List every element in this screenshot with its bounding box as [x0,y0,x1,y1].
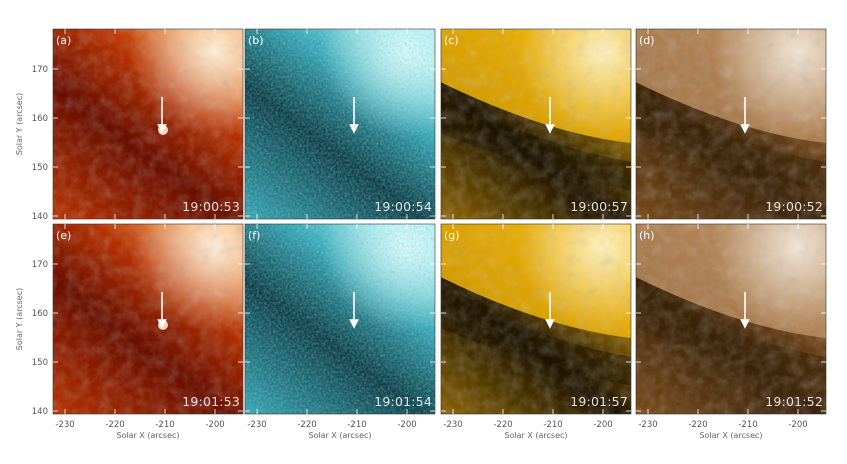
panel-label: (c) [444,34,459,47]
texture-noise [53,224,243,414]
panel-label: (e) [56,229,71,242]
x-axis-title: Solar X (arcsec) [504,431,567,440]
x-tick-label: -230 [55,420,74,430]
panel-f: (f) 19:01:54 [244,223,436,415]
x-axis-title: Solar X (arcsec) [308,431,371,440]
texture-noise [441,29,631,219]
x-tick-label: -200 [593,420,612,430]
panel-frame [635,28,827,220]
panel-b: (b) 19:00:54 [244,28,436,220]
panel-timestamp: 19:00:52 [765,199,823,214]
panel-label: (d) [639,34,655,47]
x-tick-label: -230 [638,420,657,430]
x-tick-label: -220 [688,420,707,430]
panel-ticks [53,29,243,219]
y-tick-label: 160 [32,309,48,319]
panel-g: (g) 19:01:57 [440,223,632,415]
y-tick-label: 170 [32,65,48,75]
x-tick-label: -200 [788,420,807,430]
panel-label: (f) [248,229,260,242]
brightening-kernel [158,320,168,330]
x-tick-label: -220 [297,420,316,430]
panel-frame [52,28,244,220]
panel-ticks [53,224,243,414]
x-tick-label: -200 [397,420,416,430]
panel-frame [244,28,436,220]
panel-h: (h) 19:01:52 [635,223,827,415]
panel-timestamp: 19:00:57 [570,199,628,214]
panel-timestamp: 19:01:52 [765,394,823,409]
panel-ticks [441,29,631,219]
x-tick-label: -220 [493,420,512,430]
panel-ticks [441,224,631,414]
brightening-kernel [158,125,168,135]
panel-timestamp: 19:01:54 [374,394,432,409]
panel-ticks [636,224,826,414]
panel-a: (a) 19:00:53 [52,28,244,220]
y-tick-label: 140 [32,212,48,222]
x-tick-label: -210 [155,420,174,430]
y-tick-label: 160 [32,114,48,124]
panel-ticks [245,29,435,219]
panel-frame [635,223,827,415]
texture-noise [636,224,826,414]
y-tick-label: 150 [32,163,48,173]
y-tick-label: 140 [32,407,48,417]
axes: -230 -220 -210 -200 Solar X (arcsec) -230 -220… [15,65,808,440]
texture-noise [245,29,435,219]
panel-c: (c) 19:00:57 [440,28,632,220]
x-tick-label: -230 [443,420,462,430]
texture-noise [53,29,243,219]
panel-d: (d) 19:00:52 [635,28,827,220]
panel-frame [440,28,632,220]
y-axis-title: Solar Y (arcsec) [15,93,24,156]
panel-timestamp: 19:00:54 [374,199,432,214]
panel-label: (g) [444,229,460,242]
texture-noise [245,224,435,414]
x-tick-label: -200 [205,420,224,430]
panel-timestamp: 19:01:53 [182,394,240,409]
texture-noise [636,29,826,219]
panel-label: (a) [56,34,71,47]
x-axis-title: Solar X (arcsec) [116,431,179,440]
y-tick-label: 150 [32,358,48,368]
x-tick-label: -220 [105,420,124,430]
x-axis-title: Solar X (arcsec) [699,431,762,440]
panel-frame [440,223,632,415]
x-tick-label: -230 [247,420,266,430]
x-tick-label: -210 [347,420,366,430]
panel-timestamp: 19:01:57 [570,394,628,409]
texture-noise [441,224,631,414]
panel-e: (e) 19:01:53 [52,223,244,415]
panel-ticks [636,29,826,219]
panel-ticks [245,224,435,414]
y-tick-label: 170 [32,260,48,270]
x-tick-label: -210 [738,420,757,430]
panel-label: (b) [248,34,264,47]
panel-grid: (a) 19:00:53 (b) 19:00:54 (c) 19:00:57 (d) 19:0… [52,28,827,415]
panel-frame [244,223,436,415]
x-tick-label: -210 [543,420,562,430]
panel-label: (h) [639,229,655,242]
y-axis-title: Solar Y (arcsec) [15,288,24,351]
panel-timestamp: 19:00:53 [182,199,240,214]
panel-frame [52,223,244,415]
